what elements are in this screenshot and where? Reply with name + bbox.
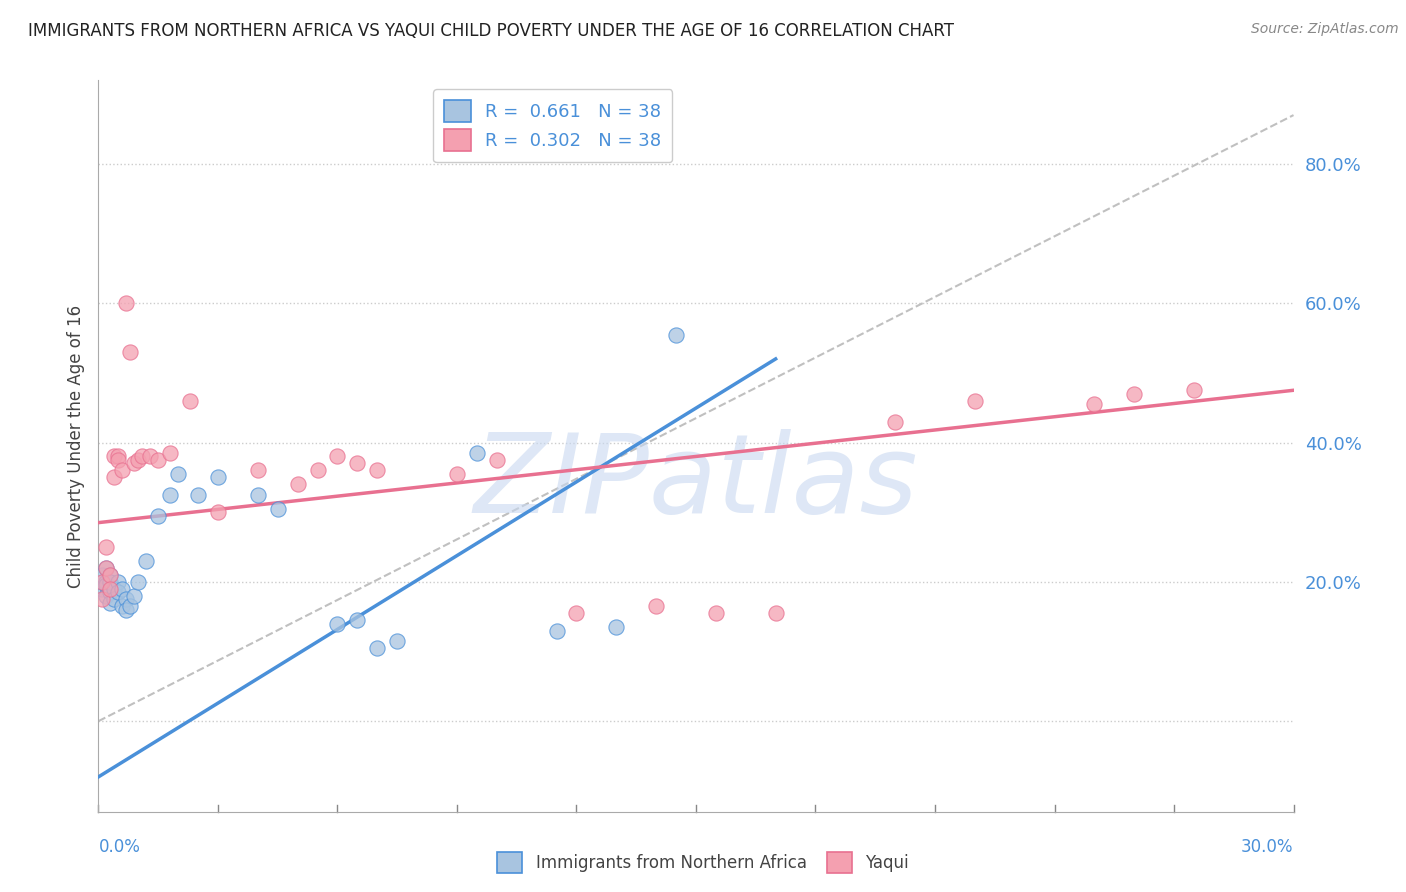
- Point: [103, 592, 125, 607]
- Point: [107, 453, 129, 467]
- Point: [465, 446, 488, 460]
- Point: [103, 470, 125, 484]
- Point: [124, 589, 146, 603]
- Point: [96, 578, 118, 592]
- Point: [111, 582, 134, 596]
- Point: [159, 446, 181, 460]
- Point: [103, 582, 125, 596]
- Point: [148, 453, 170, 467]
- Point: [346, 457, 368, 471]
- Point: [135, 554, 157, 568]
- Text: ZIPatlas: ZIPatlas: [474, 429, 918, 536]
- Point: [96, 561, 118, 575]
- Point: [704, 606, 727, 620]
- Text: 30.0%: 30.0%: [1241, 838, 1294, 856]
- Text: Source: ZipAtlas.com: Source: ZipAtlas.com: [1251, 22, 1399, 37]
- Point: [565, 606, 588, 620]
- Point: [107, 585, 129, 599]
- Point: [127, 453, 149, 467]
- Point: [120, 599, 142, 614]
- Point: [148, 508, 170, 523]
- Point: [963, 393, 986, 408]
- Point: [98, 582, 122, 596]
- Point: [1123, 386, 1146, 401]
- Point: [246, 488, 269, 502]
- Point: [139, 450, 162, 464]
- Point: [167, 467, 190, 481]
- Legend: Immigrants from Northern Africa, Yaqui: Immigrants from Northern Africa, Yaqui: [491, 846, 915, 880]
- Legend: R =  0.661   N = 38, R =  0.302   N = 38: R = 0.661 N = 38, R = 0.302 N = 38: [433, 89, 672, 162]
- Point: [366, 463, 388, 477]
- Point: [91, 574, 114, 589]
- Point: [120, 345, 142, 359]
- Point: [124, 457, 146, 471]
- Point: [326, 450, 349, 464]
- Point: [98, 567, 122, 582]
- Point: [207, 470, 229, 484]
- Point: [346, 613, 368, 627]
- Point: [366, 640, 388, 655]
- Point: [485, 453, 508, 467]
- Point: [179, 393, 201, 408]
- Point: [103, 450, 125, 464]
- Point: [131, 450, 153, 464]
- Point: [98, 596, 122, 610]
- Point: [1182, 384, 1205, 398]
- Point: [91, 592, 114, 607]
- Point: [111, 463, 134, 477]
- Point: [765, 606, 787, 620]
- Point: [111, 599, 134, 614]
- Point: [96, 574, 118, 589]
- Point: [115, 603, 138, 617]
- Point: [96, 561, 118, 575]
- Point: [91, 582, 114, 596]
- Point: [91, 567, 114, 582]
- Point: [605, 620, 627, 634]
- Point: [115, 296, 138, 310]
- Point: [884, 415, 907, 429]
- Point: [98, 567, 122, 582]
- Point: [1083, 397, 1105, 411]
- Point: [246, 463, 269, 477]
- Text: 0.0%: 0.0%: [98, 838, 141, 856]
- Point: [96, 540, 118, 554]
- Point: [287, 477, 309, 491]
- Point: [326, 616, 349, 631]
- Point: [187, 488, 209, 502]
- Point: [665, 327, 688, 342]
- Point: [98, 574, 122, 589]
- Point: [645, 599, 668, 614]
- Point: [96, 589, 118, 603]
- Point: [446, 467, 468, 481]
- Point: [546, 624, 568, 638]
- Point: [91, 574, 114, 589]
- Point: [115, 592, 138, 607]
- Point: [207, 505, 229, 519]
- Point: [107, 574, 129, 589]
- Point: [385, 634, 409, 648]
- Point: [159, 488, 181, 502]
- Point: [98, 585, 122, 599]
- Point: [307, 463, 329, 477]
- Point: [127, 574, 149, 589]
- Y-axis label: Child Poverty Under the Age of 16: Child Poverty Under the Age of 16: [66, 304, 84, 588]
- Point: [267, 501, 290, 516]
- Point: [107, 450, 129, 464]
- Text: IMMIGRANTS FROM NORTHERN AFRICA VS YAQUI CHILD POVERTY UNDER THE AGE OF 16 CORRE: IMMIGRANTS FROM NORTHERN AFRICA VS YAQUI…: [28, 22, 955, 40]
